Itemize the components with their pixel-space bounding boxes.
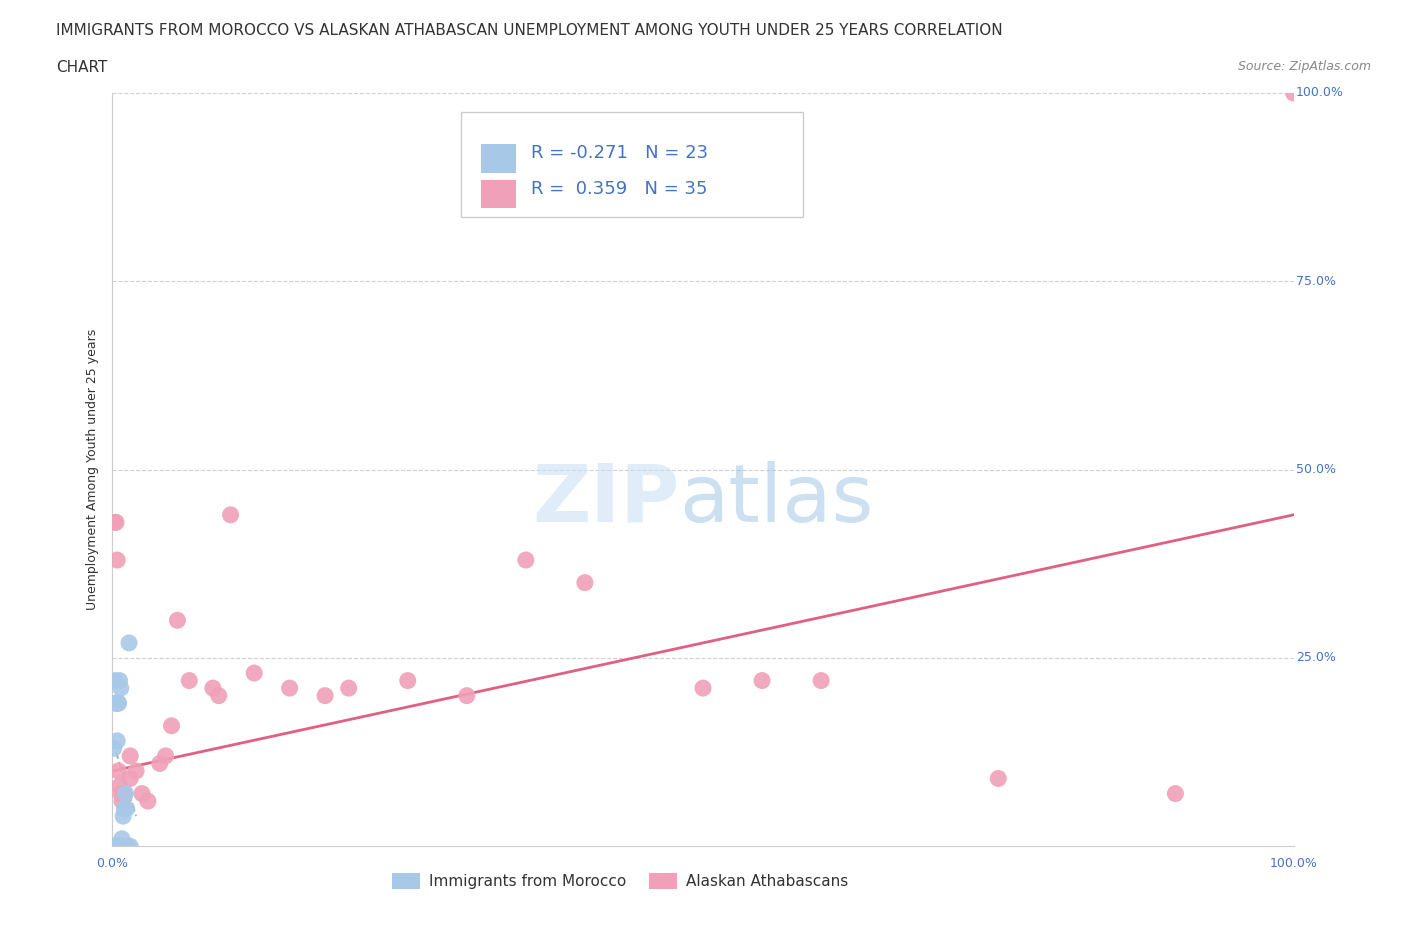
Point <box>208 688 231 703</box>
Point <box>114 786 136 801</box>
Point <box>201 681 224 696</box>
Point <box>110 839 132 854</box>
Point <box>108 778 131 793</box>
Point <box>112 786 135 801</box>
Point <box>149 756 172 771</box>
Text: Source: ZipAtlas.com: Source: ZipAtlas.com <box>1237 60 1371 73</box>
Point <box>1164 786 1187 801</box>
Point <box>166 613 188 628</box>
Point <box>987 771 1010 786</box>
Point <box>131 786 153 801</box>
Point <box>117 839 139 854</box>
Legend: Immigrants from Morocco, Alaskan Athabascans: Immigrants from Morocco, Alaskan Athabas… <box>387 867 855 896</box>
Point <box>107 764 129 778</box>
Point <box>108 673 131 688</box>
Text: IMMIGRANTS FROM MOROCCO VS ALASKAN ATHABASCAN UNEMPLOYMENT AMONG YOUTH UNDER 25 : IMMIGRANTS FROM MOROCCO VS ALASKAN ATHAB… <box>56 23 1002 38</box>
Point <box>456 688 478 703</box>
Point <box>337 681 360 696</box>
FancyBboxPatch shape <box>461 112 803 218</box>
Text: ZIP: ZIP <box>531 460 679 538</box>
Point <box>111 793 134 808</box>
Point <box>751 673 773 688</box>
FancyBboxPatch shape <box>481 144 516 173</box>
Point <box>112 802 135 817</box>
Point <box>515 552 537 567</box>
Text: 25.0%: 25.0% <box>1296 652 1336 664</box>
Point <box>692 681 714 696</box>
Point <box>104 515 127 530</box>
Point <box>574 575 596 591</box>
Point <box>115 802 138 817</box>
Point <box>107 839 129 854</box>
Point <box>110 786 132 801</box>
Point <box>396 673 419 688</box>
Point <box>105 696 128 711</box>
Text: 75.0%: 75.0% <box>1296 275 1336 287</box>
Point <box>110 681 132 696</box>
Point <box>314 688 336 703</box>
Text: atlas: atlas <box>679 460 873 538</box>
Point <box>112 809 135 824</box>
Point <box>1282 86 1305 100</box>
Point <box>179 673 201 688</box>
Point <box>111 831 134 846</box>
Point <box>155 749 177 764</box>
FancyBboxPatch shape <box>481 179 516 208</box>
Text: R = -0.271   N = 23: R = -0.271 N = 23 <box>530 144 707 162</box>
Point <box>105 734 128 749</box>
Text: 100.0%: 100.0% <box>1296 86 1344 100</box>
Point <box>110 839 132 854</box>
Point <box>219 508 242 523</box>
Point <box>105 515 128 530</box>
Point <box>103 839 125 854</box>
Point <box>105 839 128 854</box>
Point <box>108 839 131 854</box>
Text: CHART: CHART <box>56 60 108 75</box>
Point <box>278 681 301 696</box>
Point <box>105 696 128 711</box>
Point <box>107 696 129 711</box>
Point <box>104 839 127 854</box>
Point <box>160 718 183 733</box>
Point <box>120 839 142 854</box>
Point <box>107 696 129 711</box>
Point <box>810 673 832 688</box>
Point <box>125 764 148 778</box>
Point <box>105 552 128 567</box>
Point <box>118 635 141 650</box>
Point <box>114 839 136 854</box>
Point <box>111 839 134 854</box>
Point <box>243 666 266 681</box>
Point <box>104 673 127 688</box>
Text: 50.0%: 50.0% <box>1296 463 1336 476</box>
Point <box>120 771 142 786</box>
Text: R =  0.359   N = 35: R = 0.359 N = 35 <box>530 180 707 198</box>
Point <box>105 839 128 854</box>
Point <box>103 741 125 756</box>
Point <box>108 839 131 854</box>
Point <box>136 793 159 808</box>
Point <box>120 749 142 764</box>
Y-axis label: Unemployment Among Youth under 25 years: Unemployment Among Youth under 25 years <box>86 329 100 610</box>
